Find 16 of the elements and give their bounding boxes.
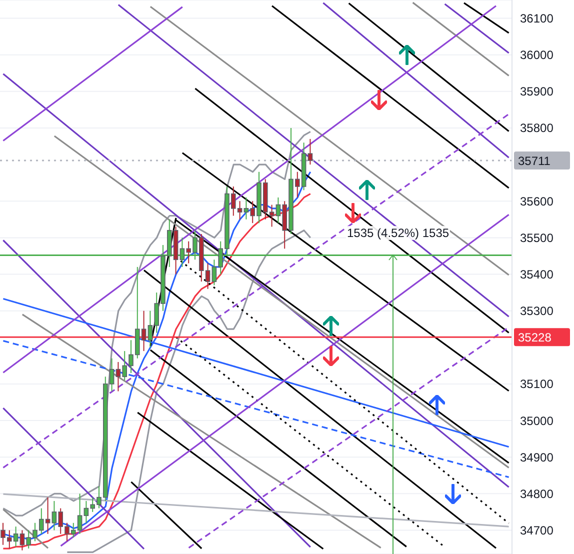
y-tick-label: 36000	[520, 48, 554, 62]
y-tick-label: 35800	[520, 121, 554, 136]
annotation: 1535 (4.52%) 1535	[346, 226, 450, 240]
y-tick-label: 35500	[520, 230, 554, 245]
y-tick-label: 35400	[520, 268, 554, 282]
y-tick-label: 34800	[520, 486, 554, 501]
y-tick-label: 35600	[520, 194, 554, 208]
y-tick-label: 34700	[520, 523, 554, 538]
y-tick-label: 36100	[520, 12, 554, 26]
ref-line-label: 35711	[518, 154, 551, 168]
y-tick-label: 35000	[520, 414, 554, 428]
y-tick-label: 35900	[520, 84, 554, 99]
y-tick-label: 35100	[520, 377, 554, 392]
y-tick-label: 35300	[520, 304, 554, 318]
y-tick-label: 34900	[520, 450, 554, 464]
ref-line-label: 35228	[518, 330, 552, 345]
